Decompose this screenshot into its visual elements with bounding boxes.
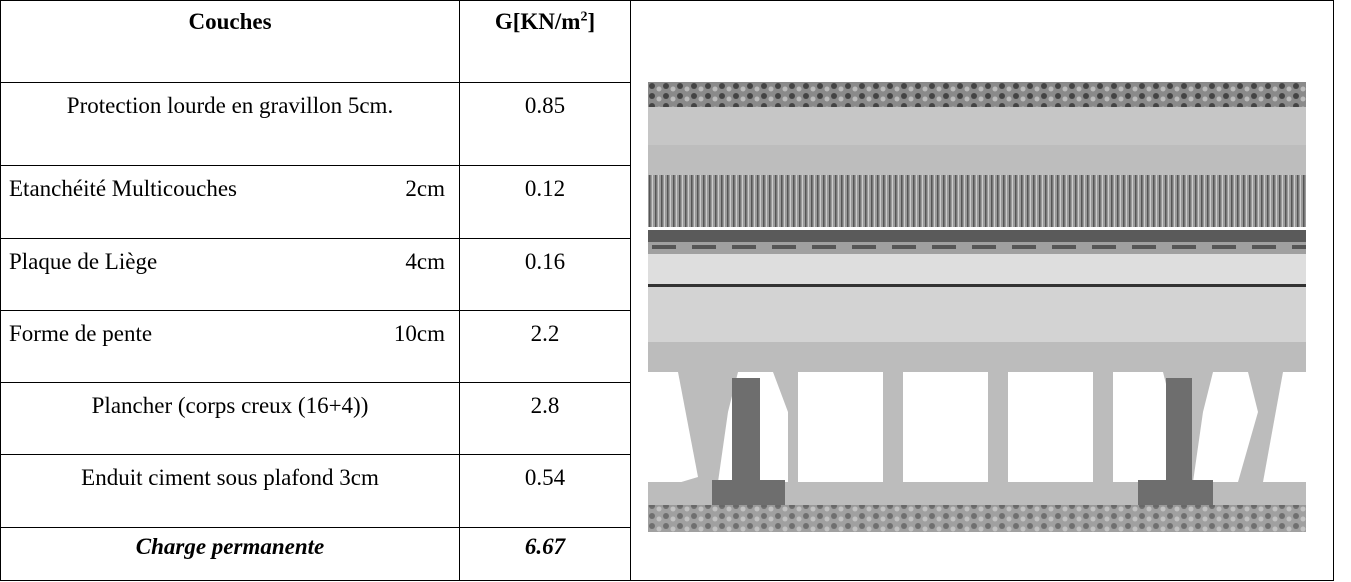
layer-cell: Plaque de Liège 4cm — [1, 239, 460, 311]
roof-section-illustration — [648, 82, 1306, 532]
load-cell: 0.85 — [460, 83, 631, 166]
layer-name: Protection lourde en gravillon 5cm. — [67, 93, 393, 118]
load-cell: 0.54 — [460, 455, 631, 528]
page: CouchesG[KN/m2] Protection lourde en grav… — [0, 0, 1351, 582]
layer-split: Forme de pente 10cm — [7, 321, 453, 347]
unit-close: ] — [587, 9, 595, 34]
header-cell: Couches — [1, 1, 460, 83]
layer-cell: Enduit ciment sous plafond 3cm — [1, 455, 460, 528]
layer-name: Forme de pente — [9, 321, 152, 347]
load-cell: 2.8 — [460, 383, 631, 455]
layer-split: Plaque de Liège 4cm — [7, 249, 453, 275]
layer-cell: Plancher (corps creux (16+4)) — [1, 383, 460, 455]
layer-thickness: 2cm — [405, 176, 445, 202]
layer-name: Plaque de Liège — [9, 249, 157, 275]
layer-cell: Etanchéité Multicouches 2cm — [1, 166, 460, 239]
layer-name: Etanchéité Multicouches — [9, 176, 237, 202]
layer-cell: Forme de pente 10cm — [1, 311, 460, 383]
layer-split: Etanchéité Multicouches 2cm — [7, 176, 453, 202]
header-cell: G[KN/m2] — [460, 1, 631, 83]
load-cell: 0.16 — [460, 239, 631, 311]
load-cell: 2.2 — [460, 311, 631, 383]
layer-cell: Protection lourde en gravillon 5cm. — [1, 83, 460, 166]
total-label: Charge permanente — [1, 528, 460, 581]
layer-name: Enduit ciment sous plafond 3cm — [81, 465, 379, 490]
table-row: CouchesG[KN/m2] — [1, 1, 1334, 83]
unit-text: G[KN/m — [495, 9, 581, 34]
layer-thickness: 4cm — [405, 249, 445, 275]
layer-name: Plancher (corps creux (16+4)) — [92, 393, 369, 418]
total-value: 6.67 — [460, 528, 631, 581]
layer-thickness: 10cm — [394, 321, 445, 347]
load-cell: 0.12 — [460, 166, 631, 239]
